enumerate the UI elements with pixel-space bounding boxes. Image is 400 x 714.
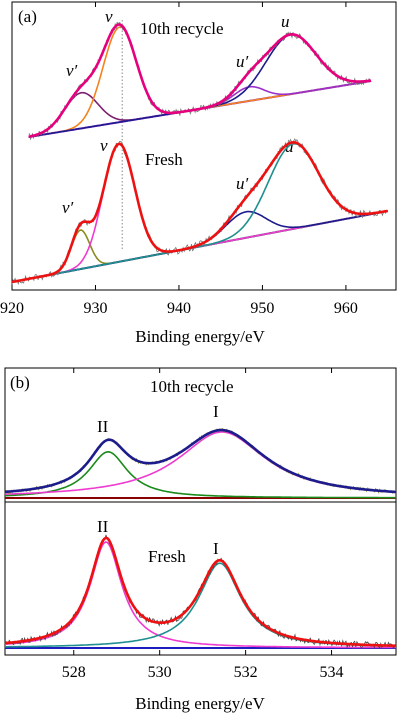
panel-b-top-peak-I: I: [213, 402, 219, 421]
panel-a-top-peak-v-prime: v′: [66, 61, 78, 80]
panel-b-bottom-peak-I: I: [213, 539, 219, 558]
panel-a-x-ticks: 920 930 940 950 960: [0, 2, 358, 317]
x-tick-label: 528: [62, 664, 86, 681]
panel-a-top-peak-v: v: [105, 7, 113, 26]
x-tick-label: 960: [334, 300, 358, 317]
panel-a-bottom-peak-v-prime: v′: [62, 198, 74, 217]
raw-data-line: [28, 21, 372, 141]
x-tick-label: 930: [83, 300, 107, 317]
panel-a-spectrum-top-label: 10th recycle: [140, 19, 224, 38]
panel-a-bottom-peak-v: v: [100, 136, 108, 155]
x-tick-label: 950: [250, 300, 274, 317]
panel-a: (a) 10th recycle Fresh v′ v u′ u v′ v u′…: [0, 1, 397, 346]
envelope-fit-line: [4, 536, 397, 648]
component-peak-I: [5, 562, 396, 648]
panel-b-x-axis-label: Binding energy/eV: [135, 694, 265, 713]
panel-a-top-peak-u: u: [281, 12, 290, 31]
x-tick-label: 530: [148, 664, 172, 681]
x-tick-label: 532: [234, 664, 258, 681]
panel-b-spectrum-top-label: 10th recycle: [150, 377, 234, 396]
x-tick-label: 940: [167, 300, 191, 317]
panel-a-label: (a): [18, 7, 37, 26]
component-peak-v: [28, 26, 372, 138]
panel-b-plot-area: [4, 427, 397, 650]
x-tick-label: 920: [0, 300, 24, 317]
panel-b-label: (b): [10, 373, 30, 392]
panel-a-top-peak-u-prime: u′: [236, 52, 249, 71]
panel-b-spectrum-bottom-label: Fresh: [148, 547, 186, 566]
envelope-fit-line: [11, 140, 388, 284]
panel-a-frame: [11, 1, 397, 291]
panel-a-spectrum-bottom-label: Fresh: [145, 150, 183, 169]
panel-a-bottom-peak-u-prime: u′: [236, 174, 249, 193]
envelope-fit-line: [4, 428, 397, 494]
panel-b: (b) 10th recycle Fresh II I II I 528 530 5…: [4, 367, 397, 713]
component-peak-II: [4, 541, 396, 649]
envelope-fit-line: [28, 23, 372, 139]
panel-a-x-axis-label: Binding energy/eV: [135, 327, 265, 346]
panel-b-frame: [4, 367, 397, 656]
x-tick-label: 534: [320, 664, 344, 681]
panel-b-x-ticks: 528 530 532 534: [62, 368, 344, 681]
panel-b-bottom-peak-II: II: [97, 517, 109, 536]
component-peak-II: [4, 450, 396, 499]
panel-a-plot-area: [11, 20, 388, 286]
panel-b-top-peak-II: II: [97, 417, 109, 436]
